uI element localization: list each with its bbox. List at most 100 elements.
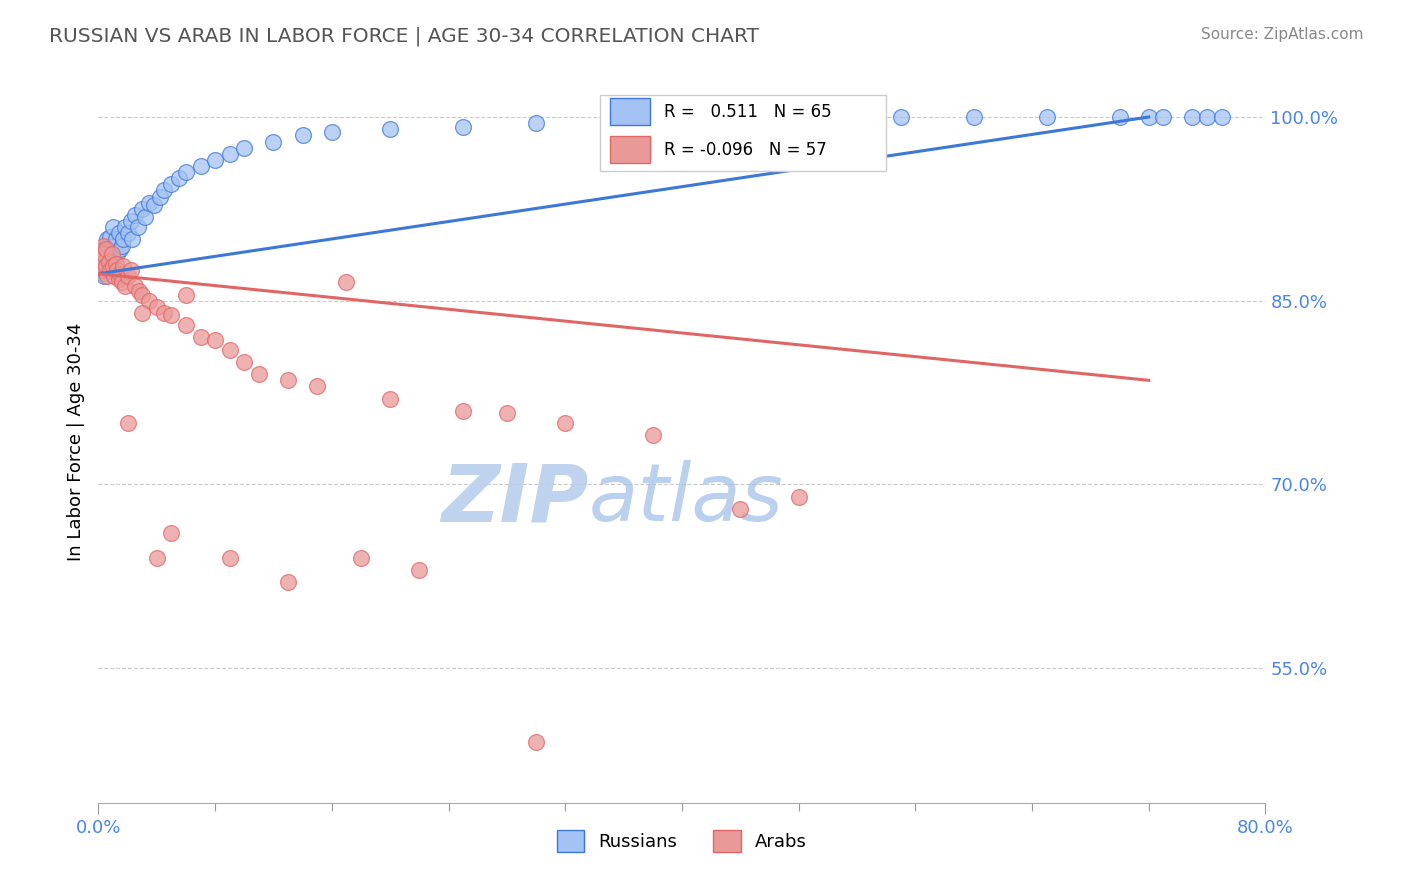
- Point: [101, 220, 124, 235]
- Point: [1152, 110, 1174, 124]
- Point: [89, 260, 111, 274]
- Point: [111, 238, 134, 252]
- Point: [117, 269, 139, 284]
- Point: [744, 112, 766, 127]
- Point: [160, 526, 183, 541]
- Point: [131, 287, 153, 301]
- Point: [91, 251, 114, 265]
- Point: [112, 232, 135, 246]
- Point: [277, 373, 299, 387]
- Point: [101, 260, 124, 274]
- Point: [98, 230, 121, 244]
- Point: [97, 260, 120, 274]
- Point: [204, 153, 226, 167]
- Point: [962, 110, 984, 124]
- Point: [124, 208, 146, 222]
- Point: [451, 120, 474, 134]
- Text: RUSSIAN VS ARAB IN LABOR FORCE | AGE 30-34 CORRELATION CHART: RUSSIAN VS ARAB IN LABOR FORCE | AGE 30-…: [49, 27, 759, 46]
- Point: [100, 257, 122, 271]
- Text: R = -0.096   N = 57: R = -0.096 N = 57: [665, 141, 827, 159]
- Point: [149, 189, 172, 203]
- Point: [138, 195, 160, 210]
- Point: [114, 279, 136, 293]
- Point: [93, 247, 115, 261]
- FancyBboxPatch shape: [610, 136, 651, 163]
- Point: [91, 238, 114, 252]
- Point: [111, 276, 134, 290]
- Point: [153, 306, 176, 320]
- Point: [174, 287, 197, 301]
- Point: [117, 416, 139, 430]
- Point: [817, 110, 839, 124]
- Point: [451, 404, 474, 418]
- Point: [94, 260, 117, 274]
- Point: [204, 333, 226, 347]
- Point: [146, 300, 169, 314]
- FancyBboxPatch shape: [610, 98, 651, 126]
- Point: [131, 306, 153, 320]
- Point: [496, 406, 519, 420]
- Point: [142, 198, 165, 212]
- Point: [1035, 110, 1057, 124]
- Point: [1137, 110, 1160, 124]
- Point: [94, 260, 117, 274]
- Point: [307, 379, 329, 393]
- Point: [160, 309, 183, 323]
- FancyBboxPatch shape: [600, 95, 886, 170]
- Point: [131, 202, 153, 216]
- Point: [124, 279, 146, 293]
- Point: [787, 490, 810, 504]
- Point: [233, 141, 256, 155]
- Point: [100, 247, 122, 261]
- Point: [94, 238, 117, 252]
- Point: [91, 263, 114, 277]
- Point: [134, 211, 156, 225]
- Point: [103, 269, 125, 284]
- Point: [233, 355, 256, 369]
- Point: [98, 247, 121, 261]
- Point: [117, 227, 139, 241]
- Point: [108, 271, 131, 285]
- Point: [1108, 110, 1130, 124]
- Point: [91, 266, 114, 280]
- Point: [335, 276, 357, 290]
- Point: [218, 343, 240, 357]
- Point: [96, 251, 118, 265]
- Point: [291, 128, 314, 143]
- Point: [641, 113, 664, 128]
- Point: [110, 242, 132, 256]
- Point: [127, 220, 149, 235]
- Point: [524, 734, 547, 748]
- Point: [138, 293, 160, 308]
- Point: [890, 110, 912, 124]
- Point: [380, 122, 402, 136]
- Point: [174, 318, 197, 333]
- Point: [108, 227, 131, 241]
- Point: [160, 178, 183, 192]
- Point: [350, 550, 373, 565]
- Point: [247, 367, 270, 381]
- Point: [105, 263, 128, 277]
- Point: [90, 244, 112, 259]
- Point: [90, 251, 112, 265]
- Point: [554, 416, 576, 430]
- Point: [104, 257, 127, 271]
- Point: [89, 254, 111, 268]
- Point: [218, 146, 240, 161]
- Point: [89, 257, 111, 271]
- Point: [167, 171, 190, 186]
- Point: [89, 263, 111, 277]
- Point: [218, 550, 240, 565]
- Point: [1181, 110, 1204, 124]
- Point: [190, 330, 212, 344]
- Point: [104, 232, 127, 246]
- Point: [112, 260, 135, 274]
- Text: Source: ZipAtlas.com: Source: ZipAtlas.com: [1201, 27, 1364, 42]
- Point: [93, 242, 115, 256]
- Point: [277, 575, 299, 590]
- Point: [97, 254, 120, 268]
- Point: [380, 392, 402, 406]
- Point: [641, 428, 664, 442]
- Point: [1211, 110, 1233, 124]
- Point: [1195, 110, 1218, 124]
